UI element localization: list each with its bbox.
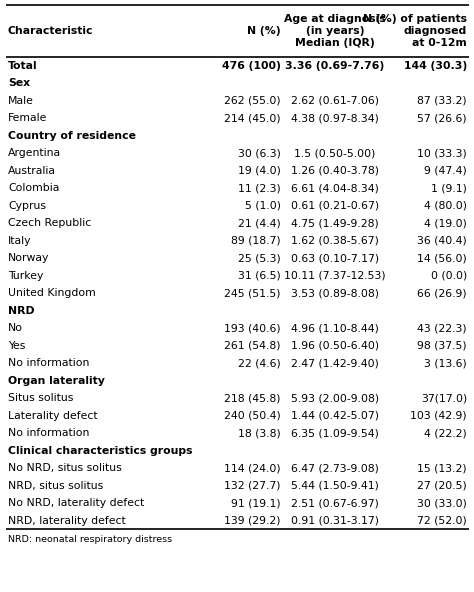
Text: 4.75 (1.49-9.28): 4.75 (1.49-9.28) (291, 218, 379, 229)
Text: 0.61 (0.21-0.67): 0.61 (0.21-0.67) (291, 201, 379, 211)
Text: 261 (54.8): 261 (54.8) (225, 341, 281, 350)
Text: Cyprus: Cyprus (8, 201, 46, 211)
Text: 0.63 (0.10-7.17): 0.63 (0.10-7.17) (291, 253, 379, 263)
Text: 9 (47.4): 9 (47.4) (424, 166, 467, 176)
Text: 193 (40.6): 193 (40.6) (224, 323, 281, 333)
Text: 30 (6.3): 30 (6.3) (238, 148, 281, 158)
Text: Sex: Sex (8, 78, 30, 88)
Text: 91 (19.1): 91 (19.1) (231, 498, 281, 509)
Text: Italy: Italy (8, 236, 31, 246)
Text: Colombia: Colombia (8, 184, 59, 193)
Text: Argentina: Argentina (8, 148, 61, 158)
Text: 72 (52.0): 72 (52.0) (417, 516, 467, 526)
Text: 144 (30.3): 144 (30.3) (404, 61, 467, 71)
Text: United Kingdom: United Kingdom (8, 288, 96, 298)
Text: 1.44 (0.42-5.07): 1.44 (0.42-5.07) (291, 411, 379, 421)
Text: 89 (18.7): 89 (18.7) (231, 236, 281, 246)
Text: 6.47 (2.73-9.08): 6.47 (2.73-9.08) (291, 464, 379, 473)
Text: 1.62 (0.38-5.67): 1.62 (0.38-5.67) (291, 236, 379, 246)
Text: 4 (80.0): 4 (80.0) (424, 201, 467, 211)
Text: 4.96 (1.10-8.44): 4.96 (1.10-8.44) (291, 323, 379, 333)
Text: 245 (51.5): 245 (51.5) (225, 288, 281, 298)
Text: 2.47 (1.42-9.40): 2.47 (1.42-9.40) (291, 358, 379, 368)
Text: 30 (33.0): 30 (33.0) (417, 498, 467, 509)
Text: 37(17.0): 37(17.0) (421, 393, 467, 403)
Text: N (%) of patients
diagnosed
at 0-12m: N (%) of patients diagnosed at 0-12m (363, 14, 467, 49)
Text: Laterality defect: Laterality defect (8, 411, 98, 421)
Text: N (%): N (%) (247, 26, 281, 36)
Text: 21 (4.4): 21 (4.4) (238, 218, 281, 229)
Text: No information: No information (8, 428, 90, 438)
Text: No: No (8, 323, 23, 333)
Text: 15 (13.2): 15 (13.2) (418, 464, 467, 473)
Text: 5.44 (1.50-9.41): 5.44 (1.50-9.41) (291, 481, 379, 491)
Text: 3 (13.6): 3 (13.6) (424, 358, 467, 368)
Text: 132 (27.7): 132 (27.7) (225, 481, 281, 491)
Text: 240 (50.4): 240 (50.4) (224, 411, 281, 421)
Text: 218 (45.8): 218 (45.8) (225, 393, 281, 403)
Text: NRD: NRD (8, 305, 35, 316)
Text: 6.35 (1.09-9.54): 6.35 (1.09-9.54) (291, 428, 379, 438)
Text: Clinical characteristics groups: Clinical characteristics groups (8, 446, 192, 456)
Text: 5 (1.0): 5 (1.0) (245, 201, 281, 211)
Text: Yes: Yes (8, 341, 26, 350)
Text: Situs solitus: Situs solitus (8, 393, 73, 403)
Text: 214 (45.0): 214 (45.0) (224, 113, 281, 123)
Text: Female: Female (8, 113, 47, 123)
Text: 57 (26.6): 57 (26.6) (418, 113, 467, 123)
Text: Characteristic: Characteristic (8, 26, 93, 36)
Text: 14 (56.0): 14 (56.0) (417, 253, 467, 263)
Text: 103 (42.9): 103 (42.9) (410, 411, 467, 421)
Text: 2.62 (0.61-7.06): 2.62 (0.61-7.06) (291, 96, 379, 106)
Text: NRD, situs solitus: NRD, situs solitus (8, 481, 103, 491)
Text: 4 (22.2): 4 (22.2) (424, 428, 467, 438)
Text: Country of residence: Country of residence (8, 131, 136, 141)
Text: 5.93 (2.00-9.08): 5.93 (2.00-9.08) (291, 393, 379, 403)
Text: 87 (33.2): 87 (33.2) (418, 96, 467, 106)
Text: 4.38 (0.97-8.34): 4.38 (0.97-8.34) (291, 113, 379, 123)
Text: 1 (9.1): 1 (9.1) (431, 184, 467, 193)
Text: Male: Male (8, 96, 34, 106)
Text: 3.53 (0.89-8.08): 3.53 (0.89-8.08) (291, 288, 379, 298)
Text: 27 (20.5): 27 (20.5) (417, 481, 467, 491)
Text: NRD: neonatal respiratory distress: NRD: neonatal respiratory distress (8, 536, 172, 545)
Text: 114 (24.0): 114 (24.0) (224, 464, 281, 473)
Text: 10.11 (7.37-12.53): 10.11 (7.37-12.53) (284, 271, 386, 281)
Text: 2.51 (0.67-6.97): 2.51 (0.67-6.97) (291, 498, 379, 509)
Text: 0.91 (0.31-3.17): 0.91 (0.31-3.17) (291, 516, 379, 526)
Text: 476 (100): 476 (100) (222, 61, 281, 71)
Text: 36 (40.4): 36 (40.4) (417, 236, 467, 246)
Text: 31 (6.5): 31 (6.5) (238, 271, 281, 281)
Text: 1.96 (0.50-6.40): 1.96 (0.50-6.40) (291, 341, 379, 350)
Text: No NRD, situs solitus: No NRD, situs solitus (8, 464, 122, 473)
Text: Czech Republic: Czech Republic (8, 218, 91, 229)
Text: 3.36 (0.69-7.76): 3.36 (0.69-7.76) (285, 61, 384, 71)
Text: 11 (2.3): 11 (2.3) (238, 184, 281, 193)
Text: No information: No information (8, 358, 90, 368)
Text: 98 (37.5): 98 (37.5) (418, 341, 467, 350)
Text: 19 (4.0): 19 (4.0) (238, 166, 281, 176)
Text: 10 (33.3): 10 (33.3) (417, 148, 467, 158)
Text: 66 (26.9): 66 (26.9) (418, 288, 467, 298)
Text: Turkey: Turkey (8, 271, 44, 281)
Text: Australia: Australia (8, 166, 56, 176)
Text: Age at diagnosis
(in years)
Median (IQR): Age at diagnosis (in years) Median (IQR) (284, 14, 386, 49)
Text: 18 (3.8): 18 (3.8) (238, 428, 281, 438)
Text: No NRD, laterality defect: No NRD, laterality defect (8, 498, 144, 509)
Text: Organ laterality: Organ laterality (8, 376, 105, 386)
Text: Norway: Norway (8, 253, 49, 263)
Text: Total: Total (8, 61, 37, 71)
Text: 0 (0.0): 0 (0.0) (431, 271, 467, 281)
Text: NRD, laterality defect: NRD, laterality defect (8, 516, 126, 526)
Text: 6.61 (4.04-8.34): 6.61 (4.04-8.34) (291, 184, 379, 193)
Text: 1.5 (0.50-5.00): 1.5 (0.50-5.00) (294, 148, 376, 158)
Text: 262 (55.0): 262 (55.0) (224, 96, 281, 106)
Text: 4 (19.0): 4 (19.0) (424, 218, 467, 229)
Text: 139 (29.2): 139 (29.2) (225, 516, 281, 526)
Text: 43 (22.3): 43 (22.3) (418, 323, 467, 333)
Text: 22 (4.6): 22 (4.6) (238, 358, 281, 368)
Text: 1.26 (0.40-3.78): 1.26 (0.40-3.78) (291, 166, 379, 176)
Text: 25 (5.3): 25 (5.3) (238, 253, 281, 263)
